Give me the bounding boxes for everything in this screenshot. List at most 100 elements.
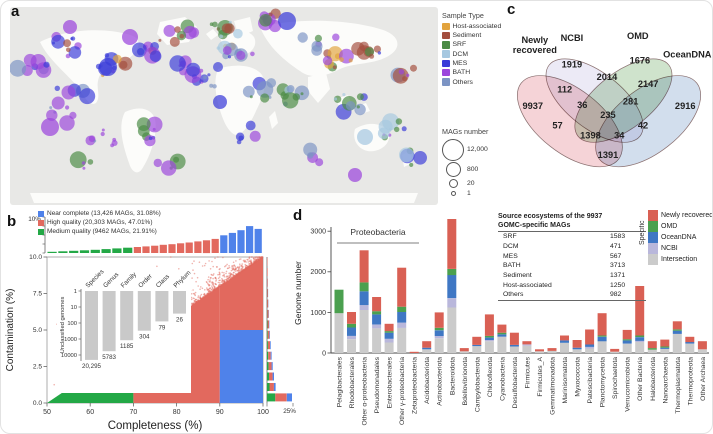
scatter-dot: [209, 277, 212, 279]
inset-tick-label: 10000: [61, 353, 77, 359]
sample-type-label: DCM: [452, 50, 468, 58]
scatter-dot: [206, 294, 208, 296]
scatter-dot: [233, 275, 235, 278]
inset-tick-label: 1: [74, 289, 77, 295]
map-bubble: [144, 135, 156, 147]
map-bubble: [266, 78, 277, 88]
map-bubble: [348, 168, 362, 182]
scatter-dot: [245, 261, 247, 263]
map-bubble: [82, 166, 86, 170]
scatter-dot: [199, 295, 202, 297]
sample-type-label: Sediment: [452, 32, 482, 40]
mags-size-circle: [445, 162, 461, 178]
scatter-dot: [215, 283, 217, 286]
map-bubble: [179, 33, 185, 39]
mags-size-circle: [442, 138, 464, 161]
scatter-dot: [258, 256, 261, 258]
taxon-label: Acidobacteriota: [424, 357, 431, 404]
map-bubble: [188, 27, 200, 38]
map-bubble: [398, 69, 405, 75]
scatter-dot: [238, 269, 241, 272]
source-table-key: Sediment: [503, 272, 532, 279]
map-bubble: [236, 139, 242, 145]
scatter-dot: [204, 294, 207, 297]
x-tick-label: 50: [43, 409, 51, 416]
map-bubble: [54, 85, 60, 92]
venn-diagram: 9937 1919 1676 2916 112 2014 2147 36 281 235 57 42 1…: [513, 31, 712, 168]
continent: [215, 65, 265, 135]
top-hist-axis-label: 10%: [28, 216, 41, 223]
scatter-dot: [228, 272, 230, 275]
scatter-dot: [220, 283, 223, 286]
bar-segment-newly-recovered: [484, 314, 494, 336]
top-hist-bar: [123, 247, 133, 253]
scatter-dot: [192, 303, 194, 306]
mags-size-circle: [448, 179, 458, 189]
right-hist-segment: [267, 383, 270, 391]
bar-segment-omd: [334, 289, 344, 314]
map-bubble: [222, 46, 232, 55]
taxon-label: Pseudomonadales: [374, 356, 381, 413]
scatter-dot: [212, 274, 214, 276]
bar-segment-intersection: [560, 342, 569, 353]
map-bubble: [69, 151, 87, 169]
scatter-dot: [191, 262, 194, 265]
map-bubble: [249, 130, 261, 142]
bar-segment-newly-recovered: [509, 332, 519, 345]
map-bubble: [61, 85, 76, 100]
scatter-dot: [211, 285, 213, 287]
quality-plot: 10% 0.0 2.5 5.0 7.5 10.0 50 60 70 80 90 100 Contamin…: [5, 216, 296, 432]
quality-legend-swatch: [38, 220, 44, 227]
scatter-dot: [156, 265, 158, 268]
sample-type-swatch: [442, 78, 450, 86]
scatter-dot: [199, 288, 201, 290]
scatter-dot: [254, 256, 256, 258]
scatter-dot: [246, 266, 249, 269]
scatter-dot: [209, 268, 212, 270]
map-bubble: [297, 32, 308, 43]
inset-bar: [137, 291, 151, 331]
right-hist-segment: [268, 362, 272, 371]
bar-segment-omd: [484, 335, 494, 338]
bar-segment-oceandna: [560, 340, 569, 343]
y-tick-label: 1000: [310, 310, 326, 317]
inset-tick-label: 100: [67, 321, 77, 327]
bar-segment-newly-recovered: [585, 329, 595, 345]
scatter-dot: [197, 295, 200, 297]
mags-size-item: 20: [442, 179, 488, 189]
scatter-dot: [228, 266, 231, 269]
source-table-row: BATH 3713: [498, 261, 646, 271]
map-bubble: [63, 20, 77, 34]
bar-segment-intersection: [635, 342, 645, 353]
scatter-dot: [225, 270, 228, 273]
map-bubble: [399, 147, 414, 163]
bar-segment-omd: [597, 335, 607, 337]
map-bubble: [68, 46, 82, 59]
specific-legend-item: OceanDNA: [648, 232, 712, 243]
continent: [40, 30, 139, 104]
scatter-dot: [197, 299, 199, 302]
scatter-dot: [170, 256, 172, 258]
quality-legend: Near complete (13,426 MAGs, 31.08%) High …: [38, 210, 161, 236]
right-hist-segment: [267, 330, 270, 339]
source-table-key: Others: [503, 291, 524, 299]
scatter-dot: [193, 272, 196, 275]
inset-tick-label: 1000: [64, 337, 77, 343]
y-tick-label: 7.5: [33, 291, 42, 298]
map-bubble: [311, 45, 323, 56]
map-bubble: [245, 120, 256, 131]
mags-size-circle: [450, 190, 456, 196]
map-bubble: [169, 36, 180, 47]
x-axis-title: Completeness (%): [108, 420, 203, 432]
map-bubble: [63, 39, 71, 48]
right-hist-segment: [270, 351, 272, 360]
scatter-dot: [209, 281, 211, 283]
map-bubble: [307, 152, 314, 159]
map-bubble: [153, 158, 162, 168]
y-tick-label: 3000: [310, 229, 326, 236]
map-bubble: [158, 38, 162, 42]
scatter-dot: [239, 263, 241, 265]
source-table-row: Others 982: [498, 290, 646, 300]
sample-type-swatch: [442, 68, 450, 77]
